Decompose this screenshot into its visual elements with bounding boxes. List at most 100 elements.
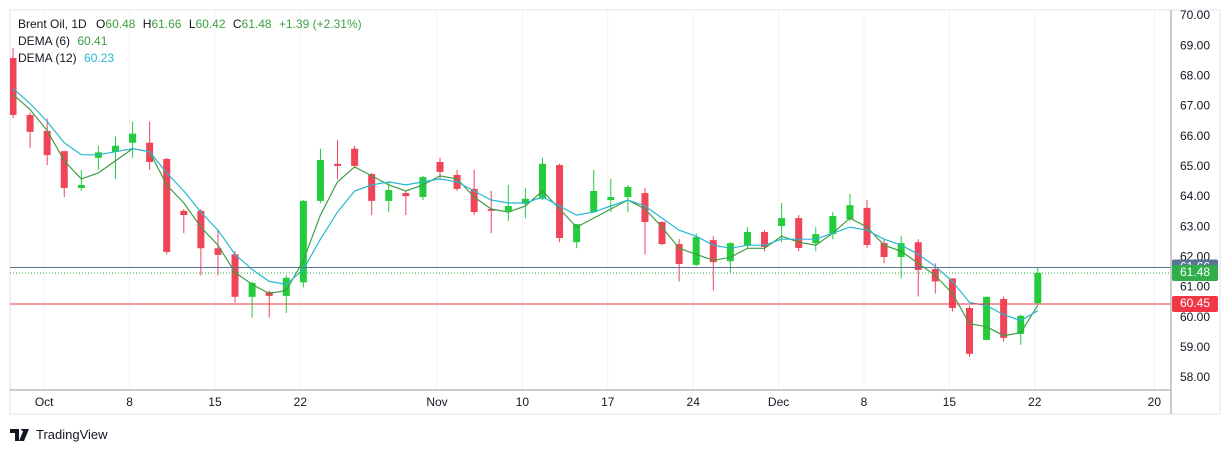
logo [10,428,29,441]
legend: Brent Oil, 1D O60.48 H61.66 L60.42 C61.4… [18,16,362,67]
candle-body [334,163,342,166]
change: +1.39 (+2.31%) [278,17,362,31]
x-tick-label: 20 [1148,395,1162,409]
y-tick-label: 63.00 [1180,219,1210,233]
candle-body [1034,272,1042,304]
candle-body [487,209,495,211]
y-tick-label: 69.00 [1180,38,1210,52]
y-tick-label: 60.00 [1180,310,1210,324]
candle-body [778,218,786,226]
legend-name: DEMA (6) [18,34,71,48]
candle-body [282,277,290,296]
candle-body [521,198,529,204]
candle-body [556,165,564,238]
y-tick-label: 67.00 [1180,99,1210,113]
candle-body [1000,298,1008,338]
h-value: 61.66 [151,17,182,31]
indicator-line [12,87,1039,322]
candle-body [829,215,837,235]
candle-body [538,163,546,199]
plot-area [10,48,1171,357]
l-value: 60.42 [195,17,226,31]
candle-body [880,243,888,257]
candle-body [402,193,410,197]
candle-body [590,190,598,213]
candle-body [658,222,666,245]
x-tick-label: 22 [294,395,308,409]
candle-body [965,307,973,354]
candle-body [607,196,615,200]
candle-body [692,237,700,265]
candle-body [180,210,188,216]
candle-body [743,231,751,246]
price-label-box [1172,264,1218,281]
candle-body [761,231,769,248]
candle-body [419,177,427,197]
c-label: C [232,17,242,31]
o-value: 60.48 [105,17,136,31]
y-tick-label: 59.00 [1180,340,1210,354]
candle-body [897,243,905,257]
candle-body [231,254,239,297]
x-tick-label: Oct [35,395,54,409]
candle-body [351,148,359,166]
candle-body [573,224,581,243]
legend-value: 60.23 [84,51,115,65]
x-tick-label: 17 [601,395,615,409]
x-tick-label: Nov [426,395,447,409]
candle-body [60,151,68,188]
candle-body [385,190,393,201]
x-tick-label: 22 [1028,395,1042,409]
price-label: 60.45 [1180,296,1210,310]
frame [9,9,1221,415]
candle-body [641,193,649,223]
title: Brent Oil, 1D [18,17,87,31]
x-tick-label: 8 [861,395,868,409]
candle-body [129,133,137,143]
x-tick-label: 10 [516,395,530,409]
candle-body [111,145,119,152]
candle-body [504,206,512,211]
candle-body [863,207,871,245]
candle-body [316,159,324,201]
legend-name: DEMA (12) [18,51,77,65]
brand: TradingView [10,427,108,442]
candle-body [726,243,734,262]
h-label: H [142,17,152,31]
candle-body [709,240,717,263]
legend-value: 60.41 [77,34,108,48]
y-tick-label: 64.00 [1180,189,1210,203]
candle-body [77,184,85,188]
candle-body [248,282,256,297]
candle-body [10,57,17,115]
candle-body [795,218,803,248]
candle-body [470,188,478,213]
candle-body [368,174,376,201]
candle-body [26,114,34,132]
x-tick-label: 15 [943,395,957,409]
candle-body [914,242,922,270]
brand-name: TradingView [36,427,108,442]
candle-body [43,130,51,156]
candle-body [299,200,307,283]
y-tick-label: 61.00 [1180,280,1210,294]
x-tick-label: Dec [768,395,789,409]
l-label: L [188,17,196,31]
ohlc-row: Brent Oil, 1D O60.48 H61.66 L60.42 C61.4… [18,16,362,33]
candle-body [436,162,444,172]
price-label: 61.48 [1180,265,1210,279]
o-label: O [96,17,106,31]
x-tick-label: 8 [126,395,133,409]
price-label-box [1172,296,1218,313]
candle-body [214,248,222,255]
y-tick-label: 58.00 [1180,370,1210,384]
candle-body [197,210,205,249]
y-tick-label: 70.00 [1180,8,1210,22]
y-tick-label: 66.00 [1180,129,1210,143]
c-value: 61.48 [241,17,272,31]
dema6-row: DEMA (6) 60.41 [18,33,362,50]
y-tick-label: 65.00 [1180,159,1210,173]
dema12-row: DEMA (12) 60.23 [18,50,362,67]
